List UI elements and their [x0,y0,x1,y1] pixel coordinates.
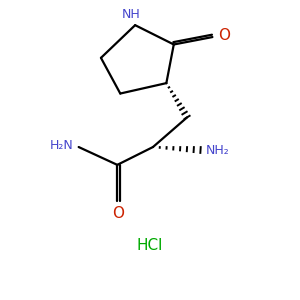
Text: O: O [112,206,124,221]
Text: NH₂: NH₂ [206,143,230,157]
Text: NH: NH [121,8,140,21]
Text: O: O [218,28,230,43]
Text: HCl: HCl [137,238,163,253]
Text: H₂N: H₂N [50,139,73,152]
